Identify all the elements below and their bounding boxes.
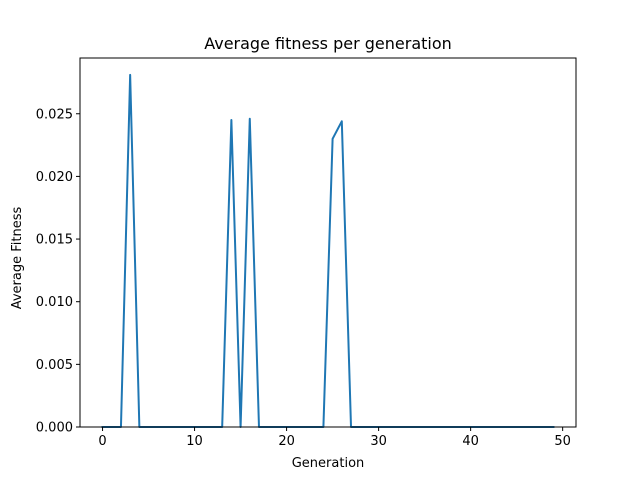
y-tick-label: 0.005: [36, 358, 73, 373]
y-tick-label: 0.025: [36, 107, 73, 122]
chart-title: Average fitness per generation: [204, 34, 452, 53]
y-tick-label: 0.010: [36, 295, 73, 310]
x-tick-label: 20: [278, 434, 295, 449]
y-tick-label: 0.015: [36, 233, 73, 248]
x-tick-label: 30: [370, 434, 387, 449]
x-axis-label: Generation: [292, 456, 365, 471]
y-axis-label: Average Fitness: [10, 207, 25, 310]
x-tick-label: 40: [462, 434, 479, 449]
y-tick-label: 0.000: [36, 421, 73, 436]
y-axis-ticks: 0.000 0.005 0.010 0.015 0.020 0.025: [36, 107, 80, 436]
x-tick-label: 50: [554, 434, 571, 449]
axes-frame: [79, 57, 577, 428]
x-tick-label: 10: [186, 434, 203, 449]
x-axis-ticks: 0 10 20 30 40 50: [98, 427, 571, 449]
x-tick-label: 0: [98, 434, 106, 449]
y-tick-label: 0.020: [36, 170, 73, 185]
